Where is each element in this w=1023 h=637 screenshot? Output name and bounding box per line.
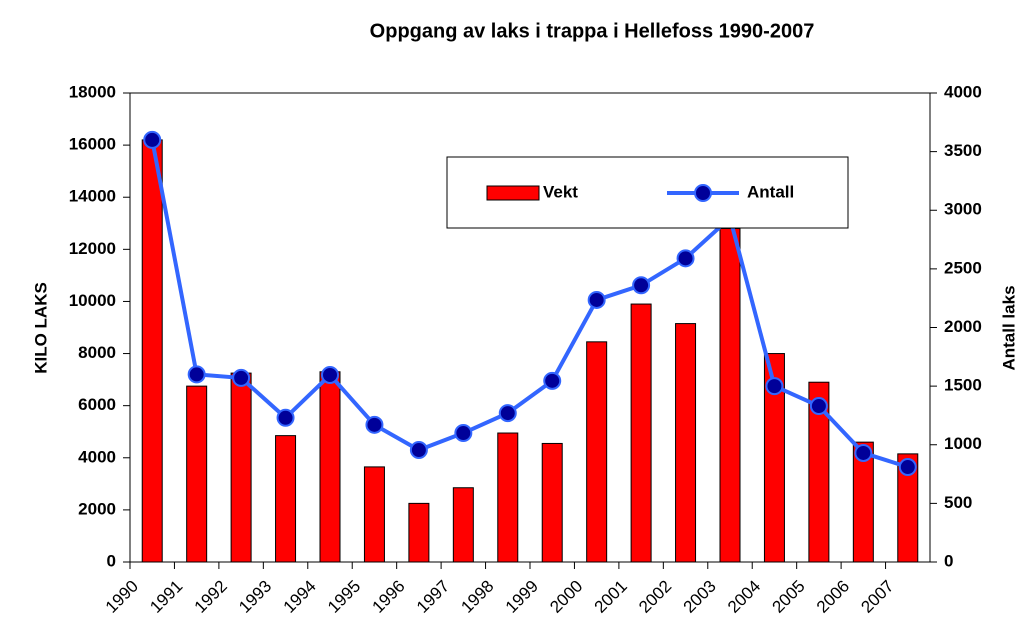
marker [676,249,695,268]
y-tick-label: 6000 [78,395,116,414]
bar [319,371,341,563]
bar [541,442,563,563]
x-tick-label: 1993 [235,577,275,617]
x-tick-label: 1999 [502,577,542,617]
bar [452,487,474,563]
bar [719,227,741,563]
bar [141,139,163,563]
y2-tick-label: 1000 [944,434,982,453]
bar [186,385,208,563]
y2-tick-label: 500 [944,493,972,512]
y-tick-label: 10000 [69,291,116,310]
x-tick-label: 1994 [280,577,320,617]
marker [765,377,784,396]
bar [275,435,297,563]
y-tick-label: 0 [107,551,116,570]
x-tick-label: 2002 [635,577,675,617]
x-tick-label: 1992 [191,577,231,617]
bar [586,341,608,563]
x-tick-label: 2005 [768,577,808,617]
legend-label: Vekt [543,182,578,201]
marker [409,441,428,460]
y2-axis-label: Antall laks [999,285,1018,370]
marker [321,365,339,384]
legend-label: Antall [747,182,794,201]
x-tick-label: 2004 [724,577,764,617]
y-tick-label: 8000 [78,343,116,362]
legend-swatch [486,185,540,201]
bar [230,372,252,563]
marker [587,290,606,309]
marker [854,443,873,462]
x-tick-label: 1996 [368,577,408,617]
x-tick-label: 1995 [324,577,364,617]
x-tick-label: 2000 [546,577,586,617]
y2-tick-label: 3000 [944,200,982,219]
x-tick-label: 1998 [457,577,497,617]
x-tick-label: 1991 [146,577,186,617]
marker [365,415,384,434]
y2-tick-label: 3500 [944,141,982,160]
marker [187,365,206,384]
marker [143,130,162,149]
x-tick-label: 2007 [857,577,897,617]
marker [809,397,828,416]
legend-marker [694,184,712,202]
x-tick-label: 1990 [102,577,142,617]
x-tick-label: 1997 [413,577,453,617]
y2-tick-label: 2000 [944,317,982,336]
y-tick-label: 18000 [69,82,116,101]
y2-tick-label: 0 [944,551,953,570]
y-tick-label: 14000 [69,187,116,206]
y2-tick-label: 1500 [944,376,982,395]
x-tick-label: 2003 [680,577,720,617]
y2-tick-label: 4000 [944,82,982,101]
marker [276,408,295,427]
y-axis-label: KILO LAKS [31,282,50,374]
chart-title: Oppgang av laks i trappa i Hellefoss 199… [370,20,815,42]
bar [497,432,519,563]
marker [543,371,562,390]
bar [630,303,652,563]
y-tick-label: 2000 [78,499,116,518]
plot-frame [129,92,931,563]
y-tick-label: 16000 [69,135,116,154]
marker [632,276,651,295]
bar [675,323,697,563]
marker [454,424,473,443]
bar [363,466,385,563]
marker [898,458,917,477]
y2-tick-label: 2500 [944,258,982,277]
y-tick-label: 4000 [78,447,116,466]
bar [408,502,430,563]
marker [232,368,251,387]
marker [498,404,517,423]
y-tick-label: 12000 [69,239,116,258]
x-tick-label: 2006 [813,577,853,617]
x-tick-label: 2001 [591,577,631,617]
